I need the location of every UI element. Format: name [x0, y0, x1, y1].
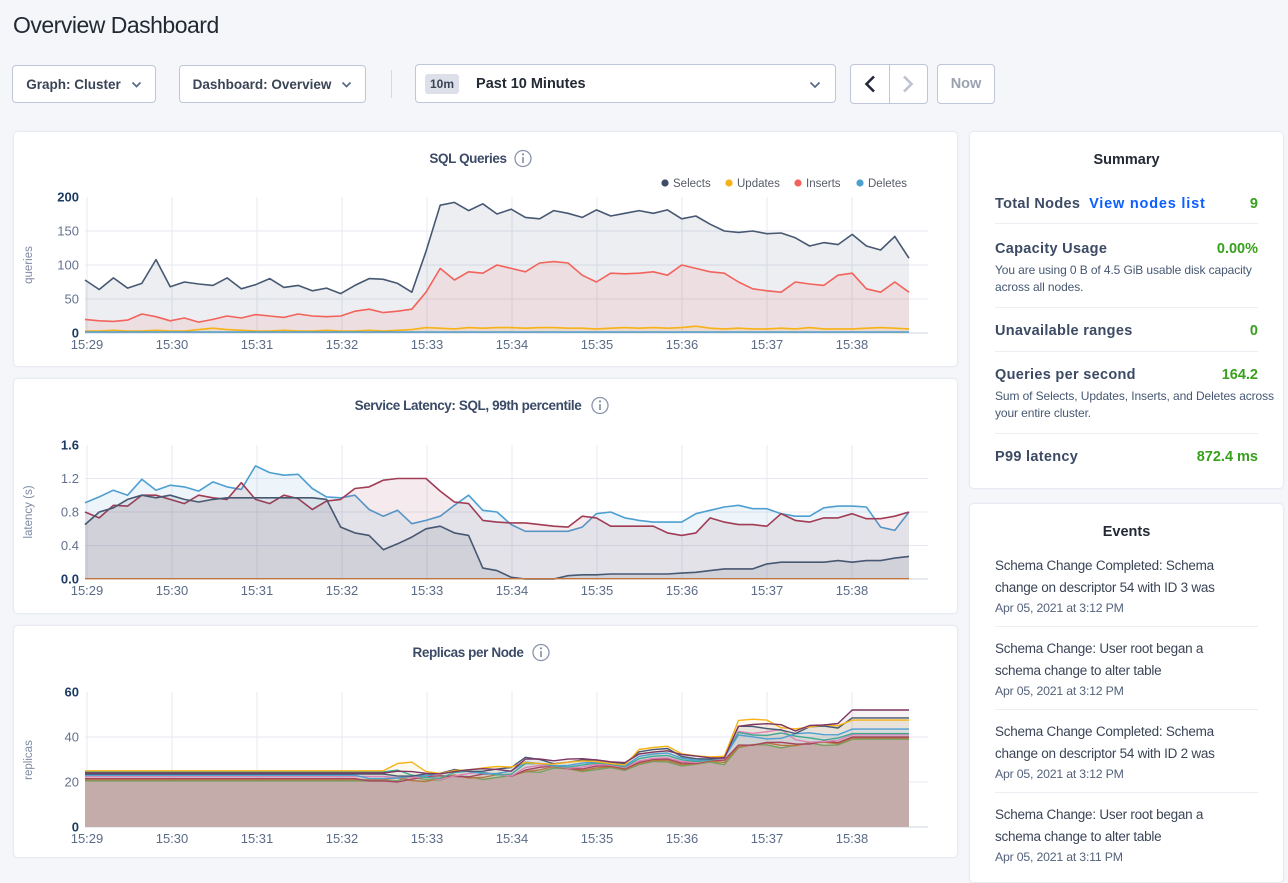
svg-text:100: 100 — [57, 258, 79, 273]
svg-text:40: 40 — [65, 730, 79, 745]
svg-text:15:33: 15:33 — [411, 337, 444, 352]
svg-text:Deletes: Deletes — [868, 178, 907, 190]
svg-text:15:29: 15:29 — [71, 583, 104, 598]
svg-text:15:37: 15:37 — [751, 583, 784, 598]
svg-text:15:36: 15:36 — [666, 583, 699, 598]
svg-text:15:37: 15:37 — [751, 337, 784, 352]
svg-text:1.6: 1.6 — [61, 438, 79, 453]
svg-text:0.0: 0.0 — [61, 572, 79, 587]
svg-text:Service Latency: SQL, 99th per: Service Latency: SQL, 99th percentile — [355, 398, 583, 413]
svg-text:15:35: 15:35 — [581, 583, 614, 598]
svg-text:15:34: 15:34 — [496, 583, 529, 598]
svg-text:15:29: 15:29 — [71, 337, 104, 352]
svg-text:15:31: 15:31 — [241, 583, 274, 598]
svg-text:15:34: 15:34 — [496, 831, 529, 846]
svg-text:0.4: 0.4 — [61, 538, 79, 553]
svg-text:Inserts: Inserts — [806, 178, 841, 190]
svg-text:15:38: 15:38 — [836, 337, 869, 352]
svg-text:15:33: 15:33 — [411, 831, 444, 846]
svg-text:15:29: 15:29 — [71, 831, 104, 846]
svg-text:latency (s): latency (s) — [23, 485, 35, 538]
svg-text:0: 0 — [72, 326, 79, 341]
svg-text:150: 150 — [57, 224, 79, 239]
svg-text:15:38: 15:38 — [836, 583, 869, 598]
svg-text:15:30: 15:30 — [156, 831, 189, 846]
svg-text:15:30: 15:30 — [156, 583, 189, 598]
svg-text:15:36: 15:36 — [666, 831, 699, 846]
svg-text:0.8: 0.8 — [61, 505, 79, 520]
svg-text:15:35: 15:35 — [581, 337, 614, 352]
svg-text:15:34: 15:34 — [496, 337, 529, 352]
svg-text:200: 200 — [57, 190, 79, 205]
svg-text:15:32: 15:32 — [326, 337, 359, 352]
svg-text:15:35: 15:35 — [581, 831, 614, 846]
svg-text:queries: queries — [23, 246, 35, 284]
svg-text:replicas: replicas — [23, 740, 35, 780]
svg-text:1.2: 1.2 — [61, 471, 79, 486]
svg-text:0: 0 — [72, 820, 79, 835]
svg-text:15:38: 15:38 — [836, 831, 869, 846]
svg-text:SQL Queries: SQL Queries — [429, 151, 506, 166]
svg-text:50: 50 — [65, 292, 79, 307]
svg-text:Updates: Updates — [737, 178, 780, 190]
svg-text:20: 20 — [65, 775, 79, 790]
svg-text:Replicas per Node: Replicas per Node — [413, 645, 525, 660]
svg-text:15:31: 15:31 — [241, 831, 274, 846]
svg-text:15:32: 15:32 — [326, 831, 359, 846]
svg-text:15:33: 15:33 — [411, 583, 444, 598]
svg-text:Selects: Selects — [673, 178, 711, 190]
svg-text:15:32: 15:32 — [326, 583, 359, 598]
svg-text:15:37: 15:37 — [751, 831, 784, 846]
svg-text:60: 60 — [65, 685, 79, 700]
svg-text:15:36: 15:36 — [666, 337, 699, 352]
svg-text:15:31: 15:31 — [241, 337, 274, 352]
svg-text:15:30: 15:30 — [156, 337, 189, 352]
